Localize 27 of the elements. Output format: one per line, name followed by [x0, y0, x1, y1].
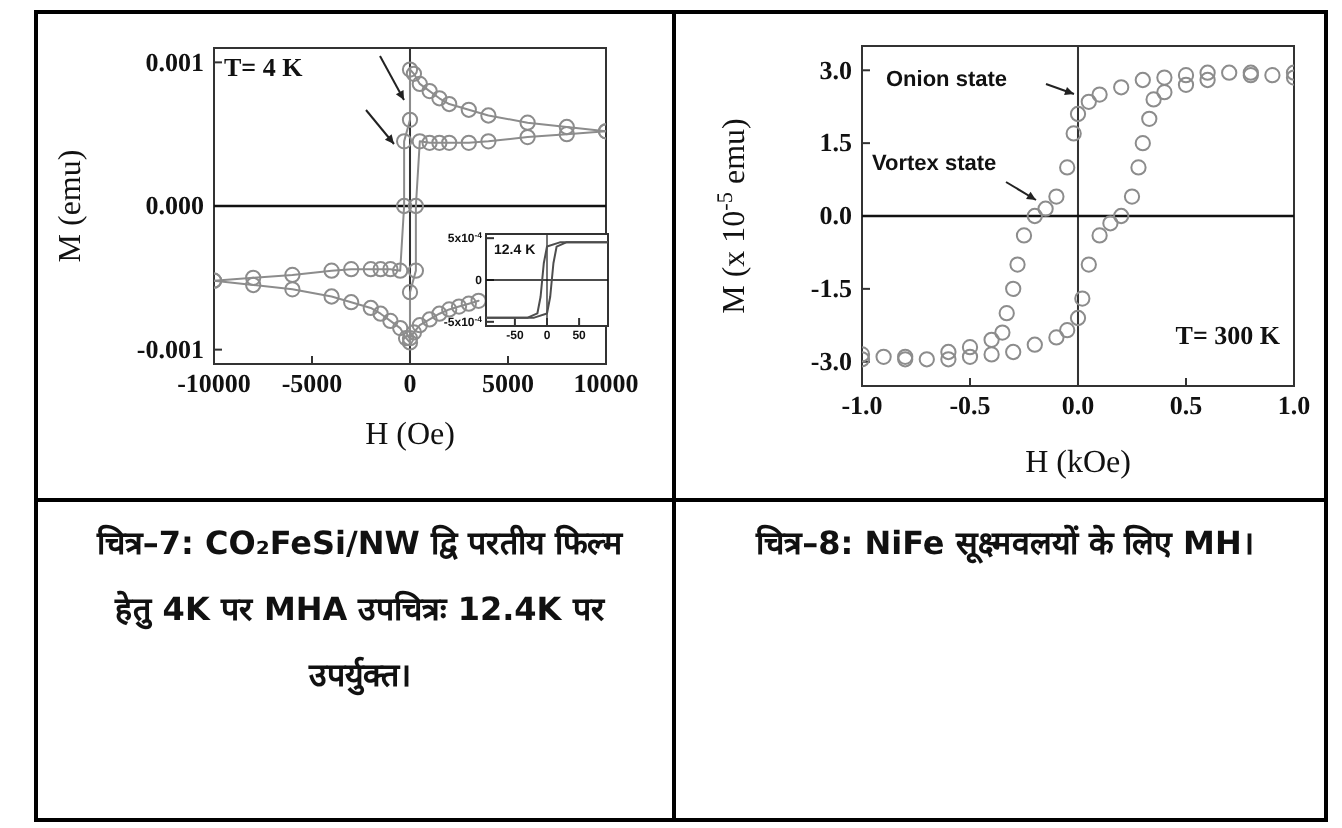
y-tick-label: 0.001 — [145, 46, 204, 77]
x-tick-label: 0.5 — [1169, 390, 1204, 421]
x-tick-label: 10000 — [573, 368, 639, 399]
x-tick-label: -1.0 — [841, 390, 883, 421]
x-tick-label: -10000 — [177, 368, 251, 399]
x-axis-title: H (Oe) — [365, 418, 455, 452]
text: चित्र–7: CO₂FeSi/NW द्वि परतीय फिल्म हेतु 4K पर MHA उपचित्रः 12.4K पर उपर्युक्त। — [94, 522, 626, 700]
x-tick-label: 5000 — [482, 368, 534, 399]
y-tick-label: 0.000 — [145, 190, 204, 221]
x-tick-label: 0 — [403, 368, 417, 399]
x-tick-label: 1.0 — [1277, 390, 1311, 421]
y-tick-label: -3.0 — [810, 346, 852, 377]
y-tick-label: 1.5 — [819, 127, 853, 158]
annotation: T= 4 K — [224, 52, 305, 82]
y-tick-label: 3.0 — [819, 54, 852, 85]
annotation: Vortex state — [872, 152, 997, 176]
x-tick-label: 0.0 — [1061, 390, 1095, 421]
y-tick-label: -1.5 — [810, 273, 853, 304]
x-tick-label: -5000 — [281, 368, 343, 399]
annotation: T= 300 K — [1175, 320, 1282, 350]
text: चित्र–8: NiFe सूक्ष्मवलयों के लिए MH। — [753, 522, 1256, 568]
x-axis-title: H (kOe) — [1025, 446, 1131, 480]
annotation: Onion state — [886, 68, 1008, 92]
x-tick-label: -0.5 — [949, 390, 992, 421]
y-axis-title: M (emu) — [54, 149, 88, 263]
y-tick-label: 0.0 — [819, 200, 852, 231]
y-tick-label: -0.001 — [136, 333, 204, 364]
